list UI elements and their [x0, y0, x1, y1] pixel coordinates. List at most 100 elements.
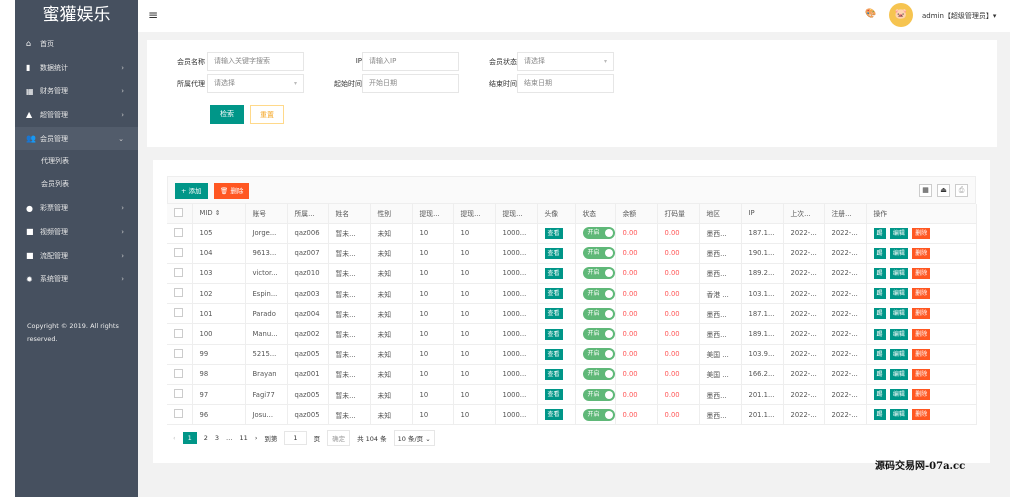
- delete-row-button[interactable]: 删除: [912, 328, 931, 340]
- status-toggle[interactable]: 开启: [582, 328, 614, 341]
- search-button[interactable]: 检索: [210, 105, 244, 124]
- edit-button[interactable]: 编辑: [889, 308, 908, 320]
- edit-button[interactable]: 编辑: [889, 247, 908, 259]
- view-avatar-button[interactable]: 查看: [544, 227, 563, 239]
- column-header[interactable]: MID ⇕: [192, 204, 246, 224]
- ip-input[interactable]: 请输入IP: [362, 52, 459, 71]
- page-input[interactable]: 1: [284, 431, 307, 445]
- edit-button[interactable]: 编辑: [889, 368, 908, 380]
- edit-button[interactable]: 编辑: [889, 267, 908, 279]
- view-avatar-button[interactable]: 查看: [544, 368, 563, 380]
- kick-button[interactable]: 踢: [873, 308, 886, 320]
- edit-button[interactable]: 编辑: [889, 409, 908, 421]
- delete-row-button[interactable]: 删除: [912, 409, 931, 421]
- status-toggle[interactable]: 开启: [582, 368, 614, 381]
- select-all-checkbox[interactable]: [174, 207, 183, 217]
- end-date-input[interactable]: 结束日期: [517, 74, 614, 93]
- delete-row-button[interactable]: 删除: [912, 368, 931, 380]
- row-checkbox[interactable]: [174, 308, 183, 318]
- kick-button[interactable]: 踢: [873, 389, 886, 401]
- kick-button[interactable]: 踢: [873, 409, 886, 421]
- edit-button[interactable]: 编辑: [889, 389, 908, 401]
- page-3[interactable]: 3: [214, 434, 220, 442]
- view-avatar-button[interactable]: 查看: [544, 328, 563, 340]
- palette-icon[interactable]: 🎨: [865, 9, 877, 19]
- next-page-button[interactable]: ›: [254, 434, 258, 442]
- prev-page-button[interactable]: ‹: [173, 434, 176, 442]
- sidebar-item-5[interactable]: ● 彩票管理 ›: [15, 196, 138, 220]
- columns-icon[interactable]: ▦: [919, 184, 932, 197]
- export-icon[interactable]: ⏏: [937, 184, 950, 197]
- status-toggle[interactable]: 开启: [582, 227, 614, 240]
- agent-select[interactable]: 请选择 ▾: [207, 74, 304, 93]
- member-name-input[interactable]: 请输入关键字搜索: [207, 52, 304, 71]
- start-date-input[interactable]: 开始日期: [362, 74, 459, 93]
- kick-button[interactable]: 踢: [873, 348, 886, 360]
- sidebar-subitem-0[interactable]: 代理列表: [41, 157, 69, 166]
- kick-button[interactable]: 踢: [873, 247, 886, 259]
- edit-button[interactable]: 编辑: [889, 227, 908, 239]
- page-2[interactable]: 2: [203, 434, 208, 442]
- row-checkbox[interactable]: [174, 389, 183, 399]
- sidebar-item-3[interactable]: ▲ 超管管理 ›: [15, 103, 138, 127]
- sidebar-item-7[interactable]: ■ 流配管理 ›: [15, 244, 138, 268]
- delete-row-button[interactable]: 删除: [912, 389, 931, 401]
- delete-row-button[interactable]: 删除: [912, 227, 931, 239]
- row-checkbox[interactable]: [174, 368, 183, 378]
- status-toggle[interactable]: 开启: [582, 247, 614, 260]
- row-checkbox[interactable]: [174, 409, 183, 419]
- per-page-select[interactable]: 10 条/页 ⌄: [393, 430, 435, 446]
- sidebar-subitem-1[interactable]: 会员列表: [41, 180, 69, 189]
- view-avatar-button[interactable]: 查看: [544, 348, 563, 360]
- actions-cell: 踢 编辑 删除: [866, 263, 977, 285]
- view-avatar-button[interactable]: 查看: [544, 247, 563, 259]
- view-avatar-button[interactable]: 查看: [544, 409, 563, 421]
- edit-button[interactable]: 编辑: [889, 348, 908, 360]
- status-toggle[interactable]: 开启: [582, 287, 614, 300]
- view-avatar-button[interactable]: 查看: [544, 288, 563, 300]
- delete-row-button[interactable]: 删除: [912, 288, 931, 300]
- delete-row-button[interactable]: 删除: [912, 308, 931, 320]
- kick-button[interactable]: 踢: [873, 368, 886, 380]
- kick-button[interactable]: 踢: [873, 227, 886, 239]
- row-checkbox[interactable]: [174, 247, 183, 257]
- sidebar-item-8[interactable]: ✹ 系统管理 ›: [15, 268, 138, 292]
- row-checkbox[interactable]: [174, 348, 183, 358]
- status-toggle[interactable]: 开启: [582, 408, 614, 421]
- status-toggle[interactable]: 开启: [582, 348, 614, 361]
- print-icon[interactable]: ⎙: [955, 184, 968, 197]
- edit-button[interactable]: 编辑: [889, 288, 908, 300]
- add-button[interactable]: + 添加: [175, 183, 208, 199]
- kick-button[interactable]: 踢: [873, 267, 886, 279]
- status-select[interactable]: 请选择 ▾: [517, 52, 614, 71]
- avatar[interactable]: 🐷: [889, 3, 913, 27]
- delete-row-button[interactable]: 删除: [912, 247, 931, 259]
- status-toggle[interactable]: 开启: [582, 388, 614, 401]
- kick-button[interactable]: 踢: [873, 288, 886, 300]
- delete-row-button[interactable]: 删除: [912, 267, 931, 279]
- user-menu[interactable]: admin【超级管理员】▾: [922, 12, 997, 20]
- page-1[interactable]: 1: [182, 432, 197, 444]
- view-avatar-button[interactable]: 查看: [544, 267, 563, 279]
- sidebar-item-6[interactable]: ■ 视频管理 ›: [15, 220, 138, 244]
- kick-button[interactable]: 踢: [873, 328, 886, 340]
- row-checkbox[interactable]: [174, 267, 183, 277]
- row-checkbox[interactable]: [174, 288, 183, 298]
- confirm-page-button[interactable]: 确定: [327, 430, 351, 446]
- delete-row-button[interactable]: 删除: [912, 348, 931, 360]
- sidebar-item-0[interactable]: ⌂ 首页: [15, 32, 138, 56]
- menu-toggle-icon[interactable]: ≡: [148, 8, 159, 22]
- sidebar-item-4[interactable]: 👥 会员管理 ⌄: [15, 126, 138, 151]
- reset-button[interactable]: 重置: [250, 105, 284, 124]
- view-avatar-button[interactable]: 查看: [544, 308, 563, 320]
- delete-button[interactable]: 🗑 删除: [214, 183, 250, 199]
- page-11[interactable]: 11: [239, 434, 248, 442]
- row-checkbox[interactable]: [174, 227, 183, 237]
- status-toggle[interactable]: 开启: [582, 267, 614, 280]
- status-toggle[interactable]: 开启: [582, 307, 614, 320]
- edit-button[interactable]: 编辑: [889, 328, 908, 340]
- row-checkbox[interactable]: [174, 328, 183, 338]
- view-avatar-button[interactable]: 查看: [544, 389, 563, 401]
- sidebar-item-1[interactable]: ▮ 数据统计 ›: [15, 56, 138, 80]
- sidebar-item-2[interactable]: ▦ 财务管理 ›: [15, 79, 138, 103]
